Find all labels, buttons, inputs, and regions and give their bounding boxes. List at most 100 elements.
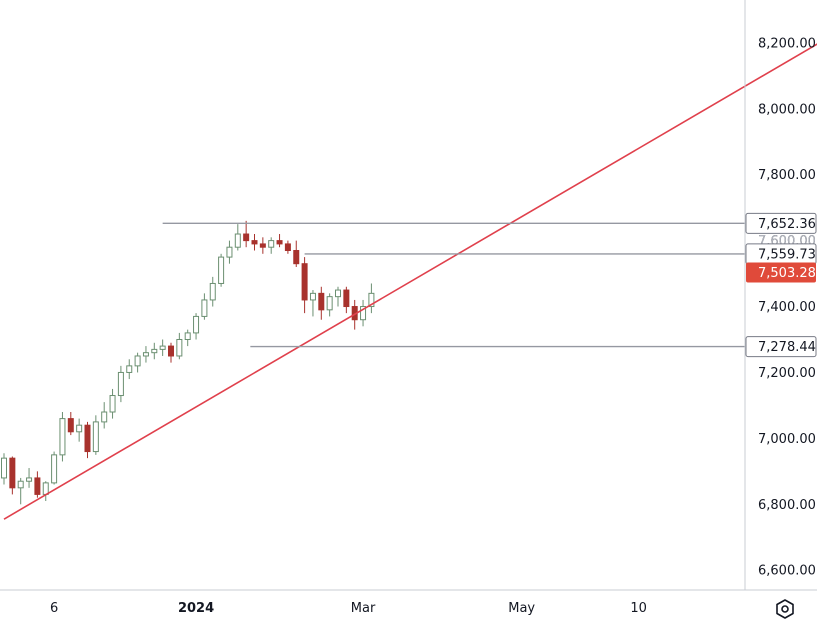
candle (67, 412, 74, 436)
candle-body (84, 424, 91, 453)
candle-body (343, 289, 350, 308)
candle-body (67, 418, 74, 433)
candle (234, 224, 241, 251)
price-tick-label: 8,000.00 (758, 102, 816, 117)
candle-body (168, 345, 174, 357)
candle-body (193, 315, 200, 334)
candle (360, 299, 367, 327)
candle (284, 240, 291, 254)
candle (84, 421, 91, 459)
candle (92, 415, 99, 455)
candle-body (218, 256, 225, 284)
price-tick-label: 7,800.00 (758, 168, 816, 183)
price-tag-label: 7,503.28 (758, 266, 816, 281)
price-tag: 7,559.73 (745, 243, 817, 265)
candle (251, 234, 258, 251)
candle (134, 352, 141, 373)
candle (184, 329, 191, 347)
candle-body (335, 289, 341, 298)
time-tick-label: May (508, 601, 535, 616)
candle-body (117, 371, 124, 397)
candle (268, 237, 275, 254)
candle (159, 339, 166, 356)
candle-body (184, 332, 191, 340)
candle (142, 346, 149, 363)
candle-body (59, 418, 66, 456)
price-tags: 7,652.367,600.007,559.737,503.287,278.44 (745, 212, 817, 358)
candle (109, 388, 116, 419)
candle (101, 402, 108, 429)
candle-body (293, 250, 300, 265)
candle-body (9, 457, 16, 489)
candle (209, 276, 216, 307)
price-tag: 7,652.36 (745, 212, 817, 234)
candle-body (26, 477, 33, 482)
candle (59, 412, 66, 462)
candle (176, 332, 183, 360)
candle (276, 234, 283, 248)
candle-body (259, 243, 266, 248)
candle-body (276, 240, 283, 245)
candle (343, 286, 350, 314)
price-tag: 7,503.28 (746, 262, 816, 283)
candle-body (34, 477, 41, 495)
candle-body (360, 306, 367, 321)
hexagon-settings-icon[interactable] (776, 599, 794, 619)
time-tick-label: 6 (50, 601, 58, 616)
candle-body (234, 233, 241, 248)
price-tag-box (745, 212, 817, 234)
candle-body (176, 338, 183, 357)
candle (151, 342, 158, 360)
candle-body (268, 240, 275, 248)
candle-body (243, 233, 250, 242)
candle (335, 286, 341, 307)
candle-body (92, 421, 99, 453)
candles-layer (1, 220, 375, 505)
candle (193, 313, 200, 340)
candle (309, 290, 316, 317)
candle-body (209, 282, 216, 301)
price-tag-label: 7,652.36 (758, 217, 816, 232)
candle-body (76, 424, 83, 433)
candle-body (109, 395, 116, 413)
candle (226, 240, 233, 264)
time-axis[interactable]: 6 2024 Mar May 10 (50, 601, 647, 616)
candle (51, 451, 58, 485)
time-tick-label: 10 (630, 601, 647, 616)
candle-body (284, 243, 291, 252)
trend-line[interactable] (3, 31, 817, 520)
candle (126, 359, 133, 380)
candle-body (151, 348, 158, 354)
candle (218, 253, 225, 287)
candle-body (201, 299, 208, 317)
candle (368, 283, 375, 314)
price-tick-label: 6,600.00 (758, 564, 816, 579)
candle (168, 342, 174, 363)
candle (76, 418, 83, 442)
candle (293, 240, 300, 267)
candle (117, 365, 124, 403)
time-tick-label: Mar (351, 601, 376, 616)
price-tick-label: 6,800.00 (758, 498, 816, 513)
candle (9, 456, 16, 495)
lines-layer (3, 31, 817, 520)
candle-body (159, 345, 166, 350)
candle-body (51, 454, 58, 484)
candle-body (326, 296, 333, 311)
candle (201, 293, 208, 320)
candle-body (42, 482, 49, 495)
candle-body (301, 263, 308, 301)
price-tag-box (745, 336, 817, 358)
candle (1, 453, 7, 485)
candle-body (142, 352, 149, 357)
candle (318, 286, 325, 320)
candle-body (368, 292, 375, 308)
candle-body (251, 240, 258, 245)
price-tag: 7,278.44 (745, 336, 817, 358)
candle-body (134, 355, 141, 367)
candle (243, 220, 250, 248)
candle (326, 293, 333, 317)
price-tick-label: 7,200.00 (758, 366, 816, 381)
